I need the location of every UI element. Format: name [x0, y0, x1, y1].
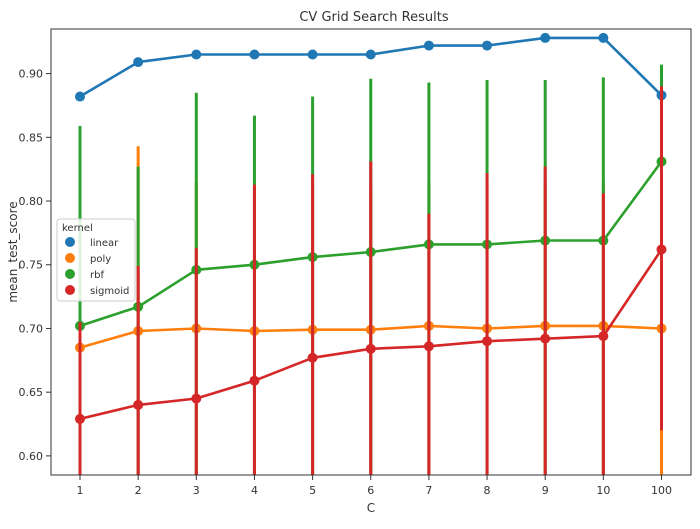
y-tick-label: 0.70 — [19, 322, 44, 335]
data-point-linear — [598, 32, 609, 43]
legend-title: kernel — [62, 223, 93, 234]
x-tick-label: 5 — [309, 484, 316, 497]
x-tick-label: 4 — [251, 484, 258, 497]
data-point-sigmoid — [540, 333, 551, 344]
x-tick-label: 3 — [193, 484, 200, 497]
data-point-sigmoid — [191, 393, 202, 404]
data-point-linear — [249, 49, 260, 60]
data-point-linear — [423, 40, 434, 51]
data-point-linear — [365, 49, 376, 60]
data-point-linear — [133, 57, 144, 68]
legend-item-rbf: rbf — [65, 269, 104, 281]
data-point-sigmoid — [482, 336, 493, 347]
x-axis-label: C — [367, 501, 375, 515]
data-point-linear — [482, 40, 493, 51]
data-point-linear — [75, 91, 85, 102]
y-tick-label: 0.90 — [19, 68, 44, 81]
data-point-linear — [540, 32, 551, 43]
data-point-sigmoid — [423, 341, 434, 352]
data-point-linear — [191, 49, 202, 60]
legend-label: sigmoid — [90, 286, 129, 297]
chart-title: CV Grid Search Results — [299, 10, 448, 25]
legend-label: rbf — [90, 270, 104, 281]
series-sigmoid — [75, 86, 667, 475]
data-point-sigmoid — [598, 331, 609, 342]
x-tick-label: 8 — [484, 484, 491, 497]
legend-marker — [65, 269, 75, 279]
x-tick-label: 10 — [596, 484, 610, 497]
series-linear — [75, 32, 667, 102]
data-point-sigmoid — [656, 244, 667, 255]
legend-label: poly — [90, 254, 111, 265]
plot-area — [75, 32, 667, 475]
data-point-sigmoid — [133, 399, 144, 410]
y-tick-label: 0.60 — [19, 450, 44, 463]
legend-marker — [65, 285, 75, 295]
y-tick-label: 0.75 — [19, 259, 44, 272]
legend-item-poly: poly — [65, 253, 111, 265]
legend-item-sigmoid: sigmoid — [65, 285, 129, 297]
y-axis-label: mean_test_score — [6, 201, 20, 302]
data-point-sigmoid — [365, 343, 376, 354]
data-point-sigmoid — [249, 375, 260, 386]
x-tick-label: 2 — [135, 484, 142, 497]
x-axis: 1 2 3 4 5 6 7 8 9 10 100 — [77, 475, 672, 497]
x-tick-label: 6 — [367, 484, 374, 497]
x-tick-label: 9 — [542, 484, 549, 497]
legend-marker — [65, 237, 75, 247]
data-point-linear — [307, 49, 318, 60]
y-tick-label: 0.85 — [19, 131, 44, 144]
legend-marker — [65, 253, 75, 263]
legend-label: linear — [90, 238, 119, 249]
data-point-sigmoid — [75, 413, 85, 424]
legend-item-linear: linear — [65, 237, 119, 249]
legend: kernel linear poly rbf sigmoid — [56, 218, 136, 302]
x-tick-label: 100 — [651, 484, 672, 497]
y-axis: 0.60 0.65 0.70 0.75 0.80 0.85 0.90 — [19, 68, 51, 463]
x-tick-label: 1 — [77, 484, 84, 497]
x-tick-label: 7 — [425, 484, 432, 497]
legend-box — [56, 218, 136, 302]
data-point-sigmoid — [307, 352, 318, 363]
y-tick-label: 0.80 — [19, 195, 44, 208]
y-tick-label: 0.65 — [19, 386, 44, 399]
